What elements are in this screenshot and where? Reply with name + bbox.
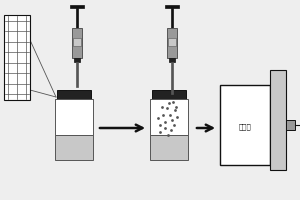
- Bar: [168, 38, 176, 46]
- Bar: [72, 28, 82, 58]
- Bar: [152, 90, 186, 99]
- Bar: [220, 85, 270, 165]
- Bar: [270, 70, 286, 170]
- Bar: [74, 58, 80, 62]
- Bar: [286, 120, 295, 130]
- Bar: [73, 38, 81, 46]
- Bar: [76, 62, 78, 87]
- Bar: [55, 135, 93, 160]
- Bar: [4, 15, 30, 100]
- Text: 检测器: 检测器: [238, 124, 251, 130]
- Bar: [76, 8, 78, 28]
- Bar: [171, 8, 173, 28]
- Bar: [171, 62, 173, 94]
- Bar: [57, 90, 91, 99]
- Bar: [169, 58, 175, 62]
- Bar: [70, 5, 84, 8]
- Bar: [150, 99, 188, 135]
- Bar: [167, 28, 177, 58]
- Bar: [165, 5, 179, 8]
- Bar: [55, 99, 93, 135]
- Bar: [150, 135, 188, 160]
